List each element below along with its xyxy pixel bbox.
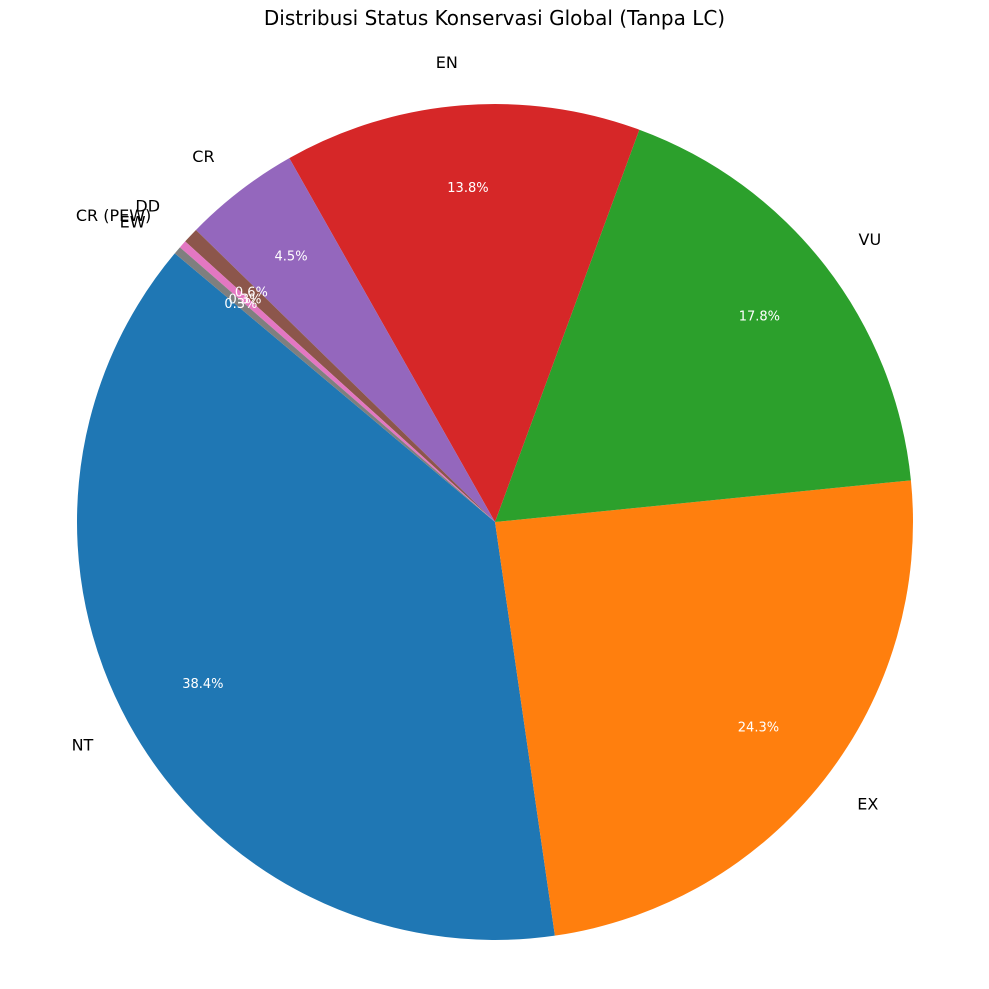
pie-slice-en <box>289 104 640 523</box>
slice-label: EN <box>436 53 458 72</box>
slice-percent-label: 4.5% <box>275 249 308 264</box>
slice-percent-label: 17.8% <box>739 310 780 325</box>
pie-slice-ex <box>495 480 913 936</box>
pie-slice-vu <box>495 129 911 523</box>
pie-slice-cr <box>195 158 495 522</box>
pie-slice-dd <box>185 229 495 522</box>
slice-percent-label: 24.3% <box>738 720 779 735</box>
slice-label: EX <box>857 795 878 814</box>
chart-title: Distribusi Status Konservasi Global (Tan… <box>263 6 726 30</box>
slice-label: DD <box>135 197 160 216</box>
pie-slice-nt <box>77 253 555 940</box>
slice-percent-label: 0.3% <box>224 297 257 312</box>
slice-percent-label: 0.6% <box>235 285 268 300</box>
slice-label: CR (PEW) <box>76 206 151 225</box>
slice-label: VU <box>859 230 882 249</box>
slice-label: CR <box>192 147 214 166</box>
slice-label: NT <box>72 735 94 754</box>
slice-percent-label: 38.4% <box>182 677 223 692</box>
slice-label: EW <box>120 213 146 232</box>
slice-percent-label: 0.3% <box>228 292 261 307</box>
pie-slice-cr-pew <box>179 241 495 522</box>
slice-percent-label: 13.8% <box>447 181 488 196</box>
pie-slice-ew <box>174 247 495 522</box>
